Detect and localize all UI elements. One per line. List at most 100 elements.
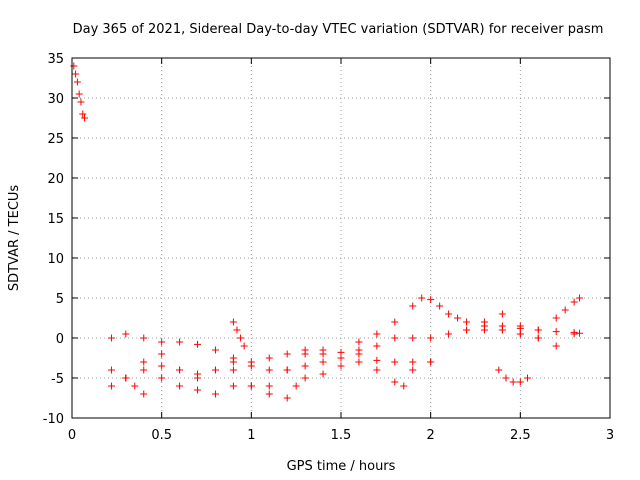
points-layer	[70, 62, 584, 402]
data-point	[495, 366, 503, 374]
x-tick-label: 2.5	[510, 428, 531, 443]
data-point	[436, 302, 444, 310]
data-point	[391, 318, 399, 326]
data-point	[301, 374, 309, 382]
data-point	[427, 334, 435, 342]
data-point	[319, 358, 327, 366]
series-arc-zero-to-rise	[107, 294, 542, 366]
data-point	[301, 350, 309, 358]
data-point	[247, 382, 255, 390]
y-tick-label: 30	[47, 92, 64, 107]
data-point	[211, 366, 219, 374]
data-point	[445, 310, 453, 318]
data-point	[409, 302, 417, 310]
data-point	[454, 314, 462, 322]
data-point	[265, 382, 273, 390]
series-lower-arc	[107, 350, 435, 382]
y-tick-label: 10	[47, 252, 64, 267]
data-point	[391, 378, 399, 386]
data-point	[409, 366, 417, 374]
data-point	[72, 70, 80, 78]
data-point	[524, 374, 532, 382]
data-point	[194, 340, 202, 348]
data-point	[534, 334, 542, 342]
data-point	[337, 354, 345, 362]
data-point	[301, 362, 309, 370]
x-tick-label: 1	[247, 428, 255, 443]
data-point	[576, 294, 584, 302]
data-point	[70, 62, 78, 70]
x-tick-label: 2	[427, 428, 435, 443]
data-point	[373, 330, 381, 338]
grid-layer	[72, 58, 610, 418]
data-point	[79, 110, 87, 118]
data-point	[445, 330, 453, 338]
data-point	[107, 382, 115, 390]
data-point	[75, 90, 83, 98]
y-tick-label: -10	[43, 412, 64, 427]
data-point	[355, 358, 363, 366]
data-point	[229, 366, 237, 374]
data-point	[211, 390, 219, 398]
data-point	[480, 318, 488, 326]
data-point	[418, 294, 426, 302]
data-point	[140, 358, 148, 366]
data-point	[283, 394, 291, 402]
data-point	[319, 370, 327, 378]
series-flat-tail	[463, 324, 584, 337]
data-point	[77, 98, 85, 106]
x-tick-label: 0	[68, 428, 76, 443]
data-point	[158, 374, 166, 382]
data-point	[561, 306, 569, 314]
y-tick-label: 35	[47, 52, 64, 67]
data-point	[73, 78, 81, 86]
data-point	[355, 338, 363, 346]
data-point	[131, 382, 139, 390]
data-point	[319, 350, 327, 358]
x-tick-label: 3	[606, 428, 614, 443]
data-point	[158, 350, 166, 358]
data-point	[427, 296, 435, 304]
data-point	[176, 366, 184, 374]
data-point	[176, 382, 184, 390]
data-point	[355, 346, 363, 354]
data-point	[229, 382, 237, 390]
series-short-dip	[495, 366, 532, 386]
y-tick-label: 5	[56, 292, 64, 307]
data-point	[534, 326, 542, 334]
data-point	[427, 358, 435, 366]
data-point	[552, 342, 560, 350]
y-tick-label: -5	[51, 372, 64, 387]
data-point	[158, 338, 166, 346]
plot-frame	[71, 57, 611, 419]
data-point	[283, 350, 291, 358]
data-point	[509, 378, 517, 386]
series-early-high	[70, 62, 89, 122]
data-point	[552, 314, 560, 322]
data-point	[373, 342, 381, 350]
x-tick-label: 1.5	[331, 428, 352, 443]
series-bottom-arc	[107, 358, 435, 402]
data-point	[140, 334, 148, 342]
data-point	[158, 362, 166, 370]
x-axis-label: GPS time / hours	[287, 459, 396, 474]
ticks-layer: 0 0.5 1 1.5 2 2.5 3 -10 -5 0 5 10 15 20 25 30 35	[43, 52, 614, 443]
data-point	[233, 326, 241, 334]
data-point	[283, 366, 291, 374]
data-point	[122, 374, 130, 382]
data-point	[265, 366, 273, 374]
data-point	[400, 382, 408, 390]
data-point	[247, 362, 255, 370]
data-point	[391, 358, 399, 366]
series-rising-tail	[498, 294, 584, 338]
series-spike	[229, 318, 248, 350]
data-point	[570, 330, 578, 338]
data-point	[552, 328, 560, 336]
data-point	[229, 358, 237, 366]
data-point	[140, 390, 148, 398]
data-point	[463, 326, 471, 334]
data-point	[516, 378, 524, 386]
y-axis-label: SDTVAR / TECUs	[7, 185, 22, 292]
chart-title: Day 365 of 2021, Sidereal Day-to-day VTE…	[73, 22, 604, 37]
